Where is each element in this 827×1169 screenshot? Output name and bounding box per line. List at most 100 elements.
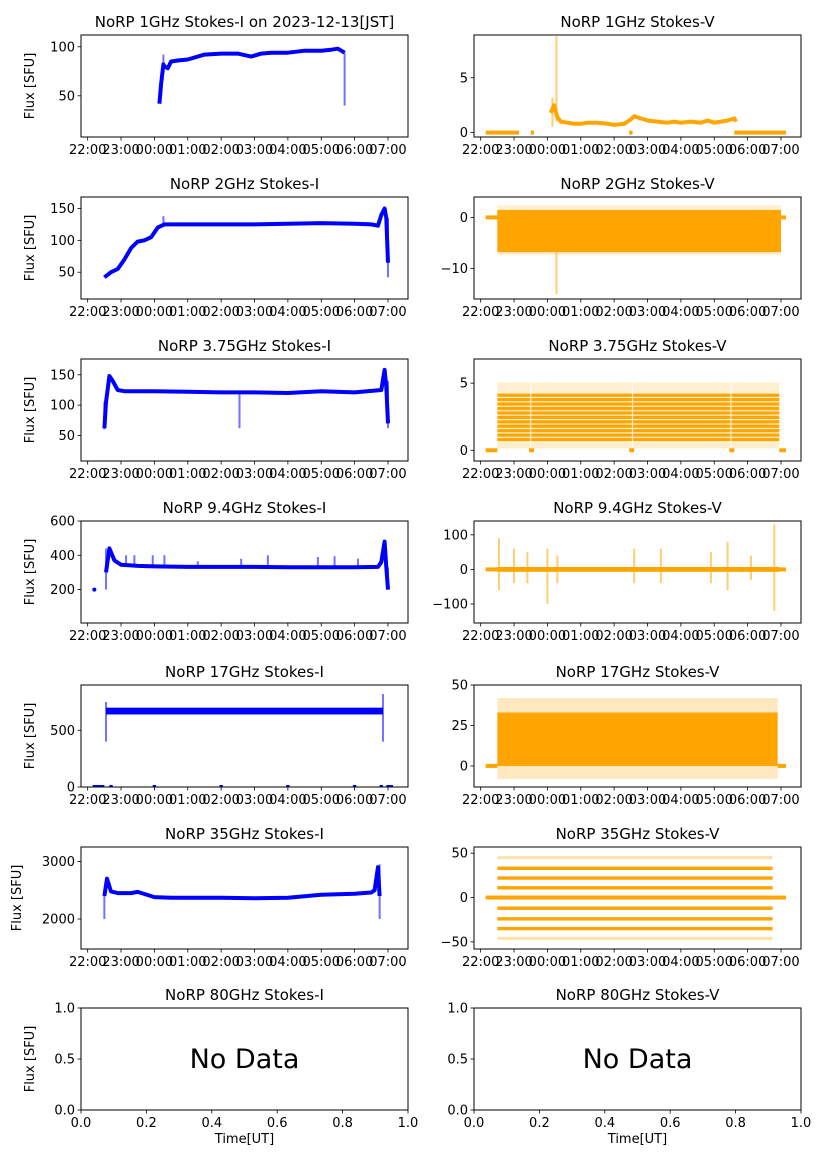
y-tick-label: 0 — [460, 759, 468, 774]
x-tick-label: 02:00 — [202, 305, 239, 320]
x-tick-label: 07:00 — [369, 467, 406, 482]
y-tick-label: 0 — [67, 781, 75, 796]
x-tick-label: 00:00 — [529, 629, 566, 644]
band-fill — [106, 707, 383, 715]
x-tick-label: 04:00 — [662, 143, 699, 158]
x-tick-label: 06:00 — [336, 305, 373, 320]
zero-segment — [629, 448, 635, 453]
x-tick-label: 01:00 — [562, 143, 599, 158]
band-stripe — [497, 235, 781, 239]
zero-segment — [485, 895, 786, 900]
band-stripe — [497, 232, 781, 237]
plot-area — [92, 539, 390, 592]
y-tick-label: 50 — [58, 89, 75, 104]
axes-frame — [473, 34, 802, 138]
y-tick-label: 0 — [460, 211, 468, 226]
x-tick-label: 01:00 — [169, 143, 206, 158]
x-tick-label: 04:00 — [269, 467, 306, 482]
zero-segment — [485, 567, 786, 572]
x-tick-label: 04:00 — [269, 143, 306, 158]
band-stripe — [497, 219, 781, 223]
x-tick-label: 00:00 — [136, 955, 173, 970]
x-tick-label: 02:00 — [202, 955, 239, 970]
x-axis-label: Time[UT] — [214, 1132, 274, 1147]
x-tick-label: 23:00 — [495, 629, 532, 644]
x-tick-label: 22:00 — [69, 143, 106, 158]
y-tick-label: 150 — [50, 202, 75, 217]
panel-title: NoRP 3.75GHz Stokes-I — [158, 337, 331, 355]
x-tick-label: 05:00 — [696, 629, 733, 644]
x-tick-label: 23:00 — [102, 467, 139, 482]
x-tick-label: 06:00 — [336, 143, 373, 158]
x-tick-label: 01:00 — [169, 629, 206, 644]
panel-9_4ghz-v: −100 0 100 22:0023:0000:0001:0002:0003:0004… — [432, 499, 802, 644]
x-tick-label: 0.8 — [725, 1116, 746, 1131]
band-gap — [530, 359, 532, 461]
zero-segment — [529, 448, 535, 453]
x-tick-label: 07:00 — [369, 793, 406, 808]
x-tick-label: 0.2 — [136, 1116, 157, 1131]
zero-segment — [779, 448, 786, 453]
band-stripe — [497, 239, 781, 243]
y-tick-label: 1.0 — [447, 1002, 468, 1017]
x-tick-label: 03:00 — [236, 955, 273, 970]
axes-frame — [80, 684, 409, 788]
y-tick-label: −10 — [441, 262, 468, 277]
x-tick-label: 22:00 — [69, 629, 106, 644]
band-stripe — [497, 437, 780, 442]
x-tick-label: 05:00 — [303, 305, 340, 320]
x-tick-label: 00:00 — [529, 793, 566, 808]
plot-area — [103, 206, 390, 279]
x-tick-label: 00:00 — [136, 143, 173, 158]
y-axis-label: Flux [SFU] — [23, 703, 38, 770]
y-tick-label: 50 — [58, 429, 75, 444]
x-tick-label: 02:00 — [595, 955, 632, 970]
band-stripe — [497, 433, 780, 437]
panel-title: NoRP 2GHz Stokes-I — [170, 175, 319, 193]
series-line — [548, 103, 738, 127]
x-tick-label: 22:00 — [462, 305, 499, 320]
x-tick-label: 23:00 — [495, 955, 532, 970]
y-axis-label: Flux [SFU] — [23, 377, 38, 444]
x-tick-label: 23:00 — [495, 793, 532, 808]
axes-frame — [80, 846, 409, 950]
x-tick-label: 01:00 — [562, 955, 599, 970]
plot-area — [485, 36, 786, 135]
panel-35ghz-v: −50 0 50 22:0023:0000:0001:0002:0003:0004:0… — [441, 825, 802, 970]
band-stripe — [497, 246, 781, 250]
y-tick-label: −100 — [432, 597, 468, 612]
x-tick-label: 02:00 — [202, 793, 239, 808]
y-tick-label: 100 — [443, 528, 468, 543]
x-tick-label: 03:00 — [629, 793, 666, 808]
zero-segment — [485, 763, 498, 768]
x-tick-label: 01:00 — [562, 793, 599, 808]
x-tick-label: 06:00 — [729, 143, 766, 158]
x-tick-label: 07:00 — [369, 143, 406, 158]
y-tick-label: 100 — [50, 399, 75, 414]
band-fill — [497, 712, 778, 766]
plot-area — [485, 359, 786, 461]
x-tick-label: 0.0 — [71, 1116, 92, 1131]
x-tick-label: 23:00 — [102, 143, 139, 158]
y-tick-label: 0 — [460, 444, 468, 459]
x-tick-label: 02:00 — [595, 793, 632, 808]
y-axis-label: Flux [SFU] — [10, 865, 25, 932]
y-tick-label: 0.0 — [54, 1104, 75, 1119]
y-tick-label: 0.0 — [447, 1104, 468, 1119]
x-tick-label: 07:00 — [762, 629, 799, 644]
x-tick-label: 01:00 — [169, 793, 206, 808]
x-tick-label: 02:00 — [595, 143, 632, 158]
x-tick-label: 22:00 — [69, 467, 106, 482]
x-tick-label: 07:00 — [369, 305, 406, 320]
y-axis-label: Flux [SFU] — [23, 539, 38, 606]
x-tick-label: 00:00 — [136, 305, 173, 320]
x-tick-label: 1.0 — [398, 1116, 419, 1131]
band-stripe — [497, 393, 780, 397]
axes-frame — [80, 520, 409, 624]
x-tick-label: 0.6 — [267, 1116, 288, 1131]
plot-area — [485, 697, 786, 779]
x-tick-label: 03:00 — [629, 143, 666, 158]
x-tick-label: 02:00 — [202, 467, 239, 482]
x-tick-label: 05:00 — [303, 793, 340, 808]
axes-frame — [473, 520, 802, 624]
